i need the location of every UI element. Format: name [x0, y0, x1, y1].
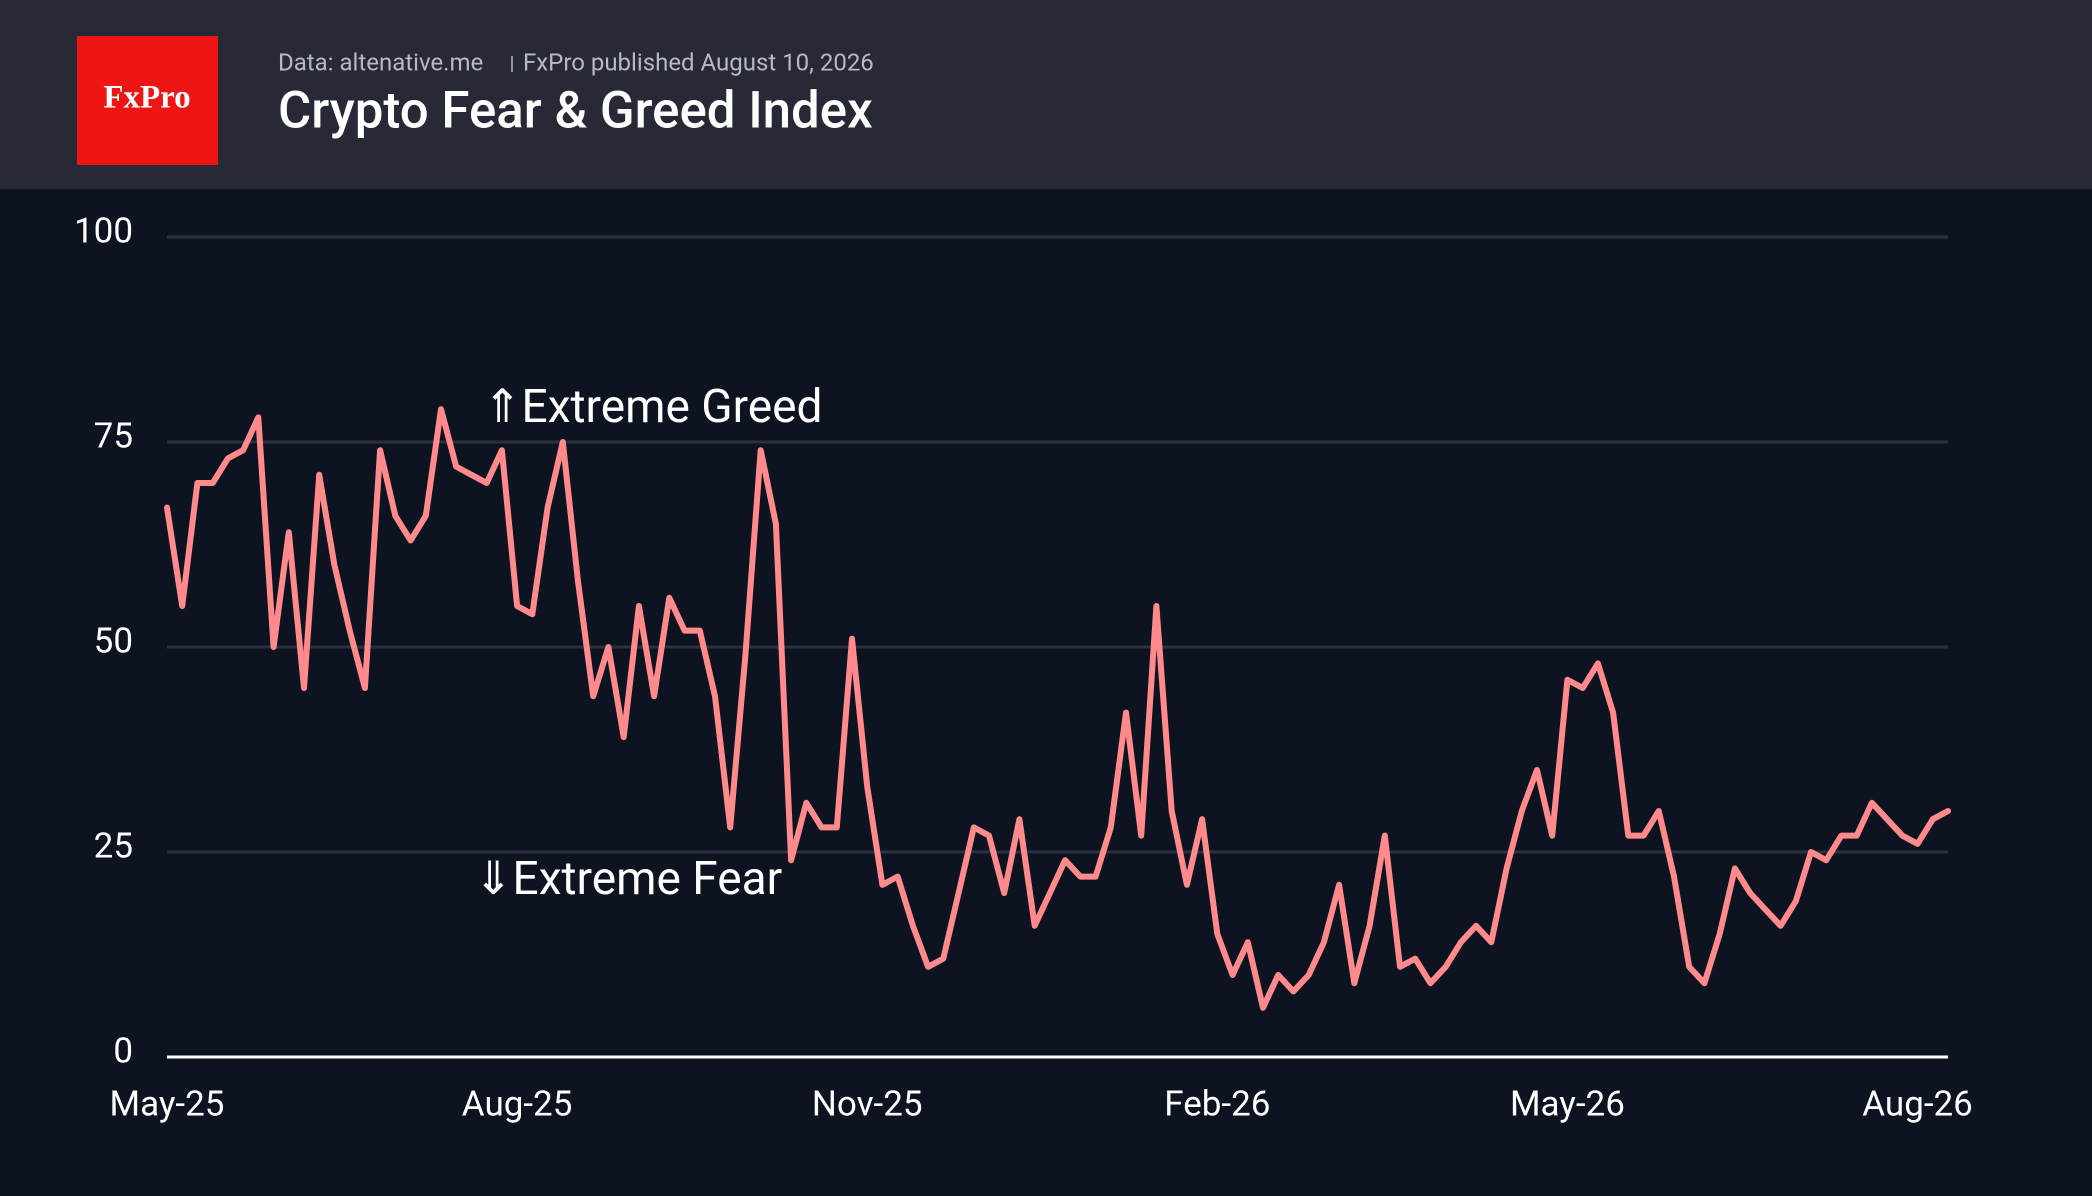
source: Data: altenative.me [278, 48, 483, 76]
x-tick-label: May-25 [110, 1083, 225, 1124]
chart-title: Crypto Fear & Greed Index [278, 81, 873, 140]
logo: FxPro [103, 80, 190, 116]
y-tick-label: 25 [94, 825, 133, 866]
x-tick-label: Aug-25 [462, 1083, 573, 1124]
line-series [164, 406, 1951, 1011]
x-tick-label: Nov-25 [812, 1083, 923, 1124]
annotation-fear: ⇓Extreme Fear [474, 852, 782, 906]
plot-background [0, 189, 2092, 1196]
y-tick-label: 75 [94, 415, 133, 456]
y-tick-label: 0 [113, 1030, 133, 1071]
published: FxPro published August 10, 2026 [523, 48, 874, 76]
y-tick-label: 50 [94, 620, 133, 661]
x-tick-label: May-26 [1510, 1083, 1625, 1124]
y-tick-label: 100 [74, 210, 133, 251]
x-tick-label: Aug-26 [1862, 1083, 1973, 1124]
annotation-greed: ⇑Extreme Greed [483, 380, 822, 434]
logo-box [77, 36, 218, 165]
x-tick-label: Feb-26 [1164, 1083, 1270, 1124]
header-bar [0, 0, 2092, 189]
